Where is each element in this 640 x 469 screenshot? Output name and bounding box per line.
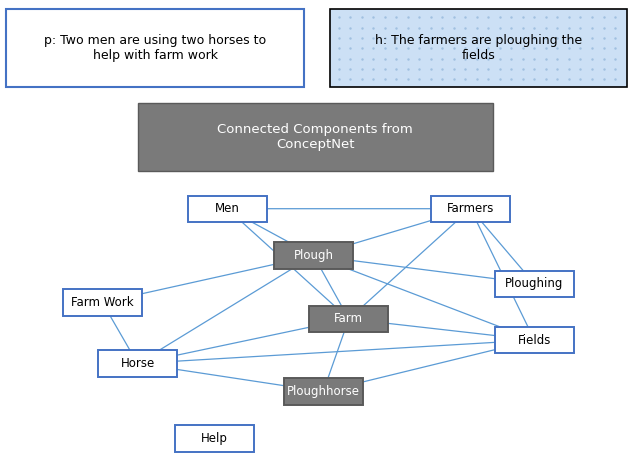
FancyBboxPatch shape: [309, 306, 388, 332]
Text: Connected Components from
ConceptNet: Connected Components from ConceptNet: [218, 123, 413, 151]
FancyBboxPatch shape: [284, 378, 363, 405]
FancyBboxPatch shape: [138, 103, 493, 171]
Text: Farmers: Farmers: [447, 202, 494, 215]
FancyBboxPatch shape: [330, 9, 627, 87]
Text: p: Two men are using two horses to
help with farm work: p: Two men are using two horses to help …: [44, 34, 266, 62]
Text: h: The farmers are ploughing the
fields: h: The farmers are ploughing the fields: [375, 34, 582, 62]
FancyBboxPatch shape: [6, 9, 304, 87]
FancyBboxPatch shape: [175, 425, 254, 452]
FancyBboxPatch shape: [495, 327, 574, 353]
FancyBboxPatch shape: [98, 350, 177, 377]
Text: Help: Help: [201, 432, 228, 445]
Text: Farm Work: Farm Work: [71, 296, 134, 309]
Text: Plough: Plough: [294, 249, 333, 262]
FancyBboxPatch shape: [63, 289, 142, 316]
Text: Farm: Farm: [334, 312, 364, 325]
Text: Horse: Horse: [120, 357, 155, 370]
FancyBboxPatch shape: [431, 196, 510, 222]
FancyBboxPatch shape: [495, 271, 574, 297]
FancyBboxPatch shape: [274, 242, 353, 269]
FancyBboxPatch shape: [188, 196, 267, 222]
Text: Fields: Fields: [518, 333, 551, 347]
Text: Men: Men: [215, 202, 239, 215]
Text: Ploughing: Ploughing: [505, 277, 564, 290]
Text: Ploughhorse: Ploughhorse: [287, 385, 360, 398]
